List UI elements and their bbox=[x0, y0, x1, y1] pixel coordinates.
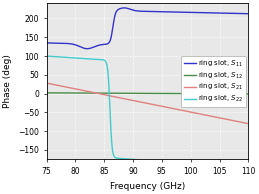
ring slot, $S_{21}$ bbox=[45, 82, 48, 84]
ring slot, $S_{12}$ bbox=[247, 93, 250, 95]
ring slot, $S_{21}$ bbox=[247, 122, 250, 125]
ring slot, $S_{11}$ bbox=[247, 13, 250, 15]
ring slot, $S_{22}$ bbox=[202, 163, 205, 165]
X-axis label: Frequency (GHz): Frequency (GHz) bbox=[110, 182, 185, 191]
ring slot, $S_{21}$ bbox=[134, 100, 137, 102]
ring slot, $S_{11}$ bbox=[127, 8, 130, 10]
ring slot, $S_{12}$ bbox=[134, 92, 137, 94]
ring slot, $S_{11}$ bbox=[123, 7, 126, 9]
ring slot, $S_{11}$ bbox=[134, 10, 137, 12]
ring slot, $S_{11}$ bbox=[203, 11, 206, 14]
Line: ring slot, $S_{21}$: ring slot, $S_{21}$ bbox=[47, 83, 248, 124]
Legend: ring slot, $S_{11}$, ring slot, $S_{12}$, ring slot, $S_{21}$, ring slot, $S_{22: ring slot, $S_{11}$, ring slot, $S_{12}$… bbox=[181, 56, 246, 107]
ring slot, $S_{22}$ bbox=[206, 163, 209, 165]
ring slot, $S_{22}$ bbox=[134, 158, 137, 161]
ring slot, $S_{12}$ bbox=[184, 92, 187, 95]
ring slot, $S_{21}$ bbox=[127, 98, 130, 101]
ring slot, $S_{11}$ bbox=[45, 42, 48, 44]
ring slot, $S_{21}$ bbox=[206, 114, 209, 117]
ring slot, $S_{11}$ bbox=[184, 11, 187, 13]
ring slot, $S_{11}$ bbox=[66, 42, 69, 45]
ring slot, $S_{12}$ bbox=[66, 92, 69, 94]
ring slot, $S_{22}$ bbox=[127, 158, 130, 160]
ring slot, $S_{12}$ bbox=[202, 93, 205, 95]
Line: ring slot, $S_{11}$: ring slot, $S_{11}$ bbox=[47, 8, 248, 49]
ring slot, $S_{22}$ bbox=[184, 162, 187, 164]
Y-axis label: Phase (deg): Phase (deg) bbox=[3, 55, 12, 108]
ring slot, $S_{11}$ bbox=[206, 12, 210, 14]
ring slot, $S_{21}$ bbox=[66, 86, 69, 88]
ring slot, $S_{22}$ bbox=[66, 56, 69, 59]
ring slot, $S_{22}$ bbox=[247, 166, 250, 168]
Line: ring slot, $S_{12}$: ring slot, $S_{12}$ bbox=[47, 93, 248, 94]
ring slot, $S_{12}$ bbox=[127, 92, 130, 94]
ring slot, $S_{11}$ bbox=[85, 48, 89, 50]
ring slot, $S_{12}$ bbox=[206, 93, 209, 95]
ring slot, $S_{21}$ bbox=[202, 113, 205, 116]
ring slot, $S_{22}$ bbox=[45, 55, 48, 57]
ring slot, $S_{21}$ bbox=[184, 110, 187, 112]
Line: ring slot, $S_{22}$: ring slot, $S_{22}$ bbox=[47, 56, 248, 167]
ring slot, $S_{12}$ bbox=[45, 92, 48, 94]
